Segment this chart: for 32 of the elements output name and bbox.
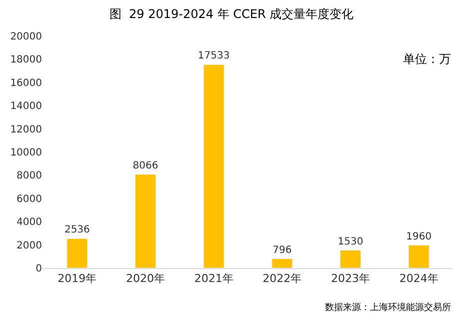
- bar: [203, 64, 224, 268]
- y-tick-label: 10000: [10, 148, 42, 158]
- bar: [66, 238, 88, 268]
- y-tick-label: 14000: [10, 101, 42, 112]
- bar: [340, 250, 361, 268]
- data-label: 8066: [132, 160, 158, 172]
- y-tick-label: 12000: [10, 124, 42, 136]
- x-tick-label: 2021年: [194, 272, 234, 286]
- y-tick-label: 0: [36, 264, 42, 274]
- x-tick-label: 2019年: [58, 272, 97, 286]
- x-tick-label: 2024年: [399, 272, 438, 286]
- x-tick-label: 2022年: [262, 272, 302, 286]
- data-label: 1530: [338, 236, 364, 248]
- bar: [272, 258, 293, 268]
- data-label: 17533: [198, 50, 230, 62]
- chart-title: 图 29 2019-2024 年 CCER 成交量年度变化: [109, 7, 354, 22]
- data-label: 2536: [64, 224, 90, 236]
- y-tick-label: 4000: [16, 217, 42, 228]
- y-tick-label: 20000: [10, 32, 42, 42]
- y-tick-label: 2000: [16, 240, 42, 252]
- x-tick-label: 2020年: [126, 272, 165, 286]
- data-label: 796: [272, 244, 292, 256]
- y-tick-label: 16000: [10, 78, 42, 89]
- y-tick-label: 18000: [10, 54, 42, 66]
- annotation: 单位：万: [403, 52, 451, 66]
- y-tick-label: 6000: [16, 194, 42, 205]
- x-tick-label: 2023年: [331, 272, 370, 286]
- source-note: 数据来源：上海环境能源交易所: [325, 302, 451, 313]
- bar: [408, 245, 430, 268]
- y-tick-label: 8000: [16, 170, 42, 182]
- data-label: 1960: [406, 231, 432, 242]
- bar: [135, 174, 156, 268]
